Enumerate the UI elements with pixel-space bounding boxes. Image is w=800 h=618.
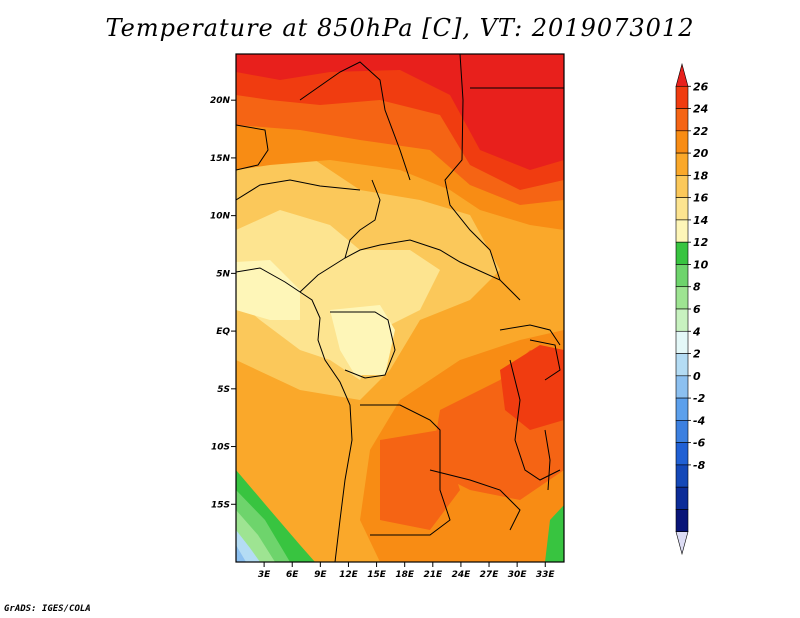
colorbar-label: 14 <box>693 214 708 227</box>
colorbar-label: -2 <box>693 392 706 405</box>
colorbar-swatch <box>675 175 689 198</box>
colorbar-swatch <box>675 286 689 310</box>
colorbar-swatch <box>675 486 689 510</box>
colorbar-label: 8 <box>693 281 701 294</box>
lat-tick-label: 10S <box>211 443 230 453</box>
colorbar-label: 26 <box>693 80 709 93</box>
colorbar-label: -8 <box>693 459 706 472</box>
map-title: Temperature at 850hPa [C], VT: 201907301… <box>105 14 695 42</box>
colorbar-label: 10 <box>693 258 709 271</box>
colorbar-swatch <box>675 353 689 377</box>
colorbar-label: 12 <box>693 236 709 249</box>
lat-tick-label: EQ <box>216 327 230 337</box>
lat-tick-label: 5N <box>216 269 230 279</box>
colorbar-swatch <box>675 308 689 332</box>
colorbar-swatch <box>675 62 689 87</box>
lat-tick-label: 10N <box>210 212 231 222</box>
lon-tick-label: 30E <box>508 570 528 580</box>
lon-tick-label: 33E <box>536 570 556 580</box>
lat-tick-label: 20N <box>210 96 231 106</box>
colorbar-label: 24 <box>693 103 708 116</box>
colorbar-label: 20 <box>693 147 709 160</box>
colorbar-swatch <box>675 509 689 533</box>
credit-text: GrADS: IGES/COLA <box>4 604 91 614</box>
colorbar-swatch <box>675 330 689 354</box>
colorbar-label: 0 <box>693 370 701 383</box>
lon-tick-label: 9E <box>314 570 327 580</box>
colorbar-label: -6 <box>693 437 706 450</box>
lat-tick-label: 15N <box>210 154 231 164</box>
lon-tick-label: 15E <box>367 570 387 580</box>
map-frame <box>235 53 565 563</box>
lon-tick-label: 21E <box>423 570 443 580</box>
colorbar-swatch <box>675 420 689 443</box>
country-borders <box>236 54 564 562</box>
colorbar-swatch <box>675 219 689 243</box>
lat-tick-label: 5S <box>217 385 230 395</box>
colorbar-label: 18 <box>693 169 709 182</box>
colorbar-label: 2 <box>693 348 701 361</box>
colorbar-swatch <box>675 375 689 399</box>
colorbar-swatch <box>675 464 689 488</box>
colorbar-swatch <box>675 241 689 265</box>
lon-tick-label: 24E <box>452 570 472 580</box>
lon-tick-label: 18E <box>395 570 415 580</box>
colorbar-label: 4 <box>692 325 701 338</box>
colorbar-swatch <box>675 152 689 176</box>
lon-tick-label: 27E <box>480 570 500 580</box>
colorbar-swatch <box>675 130 689 154</box>
colorbar-swatch <box>675 264 689 288</box>
lon-tick-label: 12E <box>339 570 359 580</box>
colorbar-swatch <box>675 108 689 132</box>
colorbar-swatch <box>675 531 689 556</box>
colorbar-swatch <box>675 442 689 466</box>
colorbar-label: -4 <box>693 414 705 427</box>
colorbar-swatch <box>675 397 689 421</box>
colorbar-label: 6 <box>693 303 701 316</box>
lon-tick-label: 3E <box>258 570 271 580</box>
colorbar-label: 16 <box>693 192 709 205</box>
colorbar-swatch <box>675 85 689 109</box>
colorbar-swatch <box>675 197 689 221</box>
lon-tick-label: 6E <box>286 570 299 580</box>
latitude-axis: 20N 15N 10N 5N EQ 5S 10S 15S <box>210 96 236 510</box>
lat-tick-label: 15S <box>211 500 230 510</box>
temperature-field <box>236 54 564 562</box>
longitude-axis: 3E 6E 9E 12E 15E 18E 21E 24E 27E 30E 33E <box>258 562 556 580</box>
colorbar-label: 22 <box>693 125 709 138</box>
